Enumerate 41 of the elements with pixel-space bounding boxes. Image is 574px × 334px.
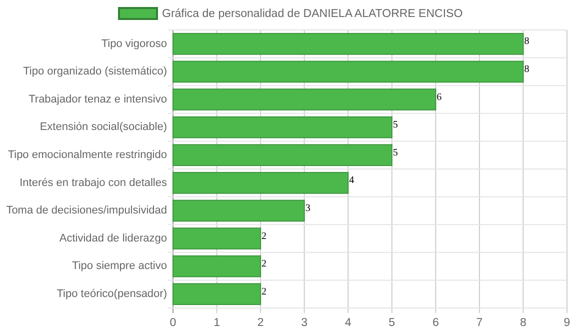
bar <box>172 88 436 110</box>
data-label: 5 <box>392 120 398 131</box>
bar <box>172 283 262 306</box>
y-tick-label: Toma de decisiones/impulsividad <box>6 204 167 217</box>
data-label: 8 <box>524 36 530 48</box>
x-tick-label: 0 <box>170 317 176 329</box>
y-tick-label: Tipo vigoroso <box>101 38 167 50</box>
bar <box>172 200 305 222</box>
bar <box>172 32 524 55</box>
y-tick-label: Interés en trabajo con detalles <box>20 176 168 189</box>
data-label: 8 <box>524 64 530 75</box>
x-tick-label: 5 <box>388 317 396 329</box>
x-tick-label: 3 <box>301 317 308 329</box>
x-tick-label: 1 <box>214 317 220 329</box>
x-tick-label: 8 <box>520 317 526 329</box>
bar <box>172 228 262 250</box>
bar <box>172 144 392 166</box>
bar <box>172 116 392 138</box>
bar <box>172 60 524 83</box>
y-tick-label: Tipo siempre activo <box>72 260 167 272</box>
x-tick-label: 2 <box>257 317 264 329</box>
x-tick-label: 9 <box>564 317 570 329</box>
y-tick-label: Trabajador tenaz e intensivo <box>28 93 167 106</box>
data-label: 5 <box>392 147 398 158</box>
x-tick-label: 7 <box>476 317 483 329</box>
data-label: 6 <box>436 92 442 103</box>
data-label: 2 <box>262 230 267 242</box>
x-tick-label: 4 <box>344 317 352 329</box>
y-tick-label: Extensión social(sociable) <box>40 121 167 134</box>
bar <box>172 255 262 278</box>
y-tick-label: Actividad de liderazgo <box>59 232 167 244</box>
legend-label: Gráfica de personalidad de DANIELA ALATORRE ENCISO <box>162 8 463 20</box>
data-label: 3 <box>305 202 310 214</box>
data-label: 2 <box>262 286 267 298</box>
x-tick-label: 6 <box>432 317 439 329</box>
y-tick-label: Tipo emocionalmente restringido <box>8 149 167 162</box>
data-label: 4 <box>349 175 354 186</box>
data-label: 2 <box>262 258 267 270</box>
bar <box>172 172 349 194</box>
y-tick-label: Tipo organizado (sistemático) <box>23 66 167 78</box>
y-tick-label: Tipo teórico(pensador) <box>56 288 167 300</box>
